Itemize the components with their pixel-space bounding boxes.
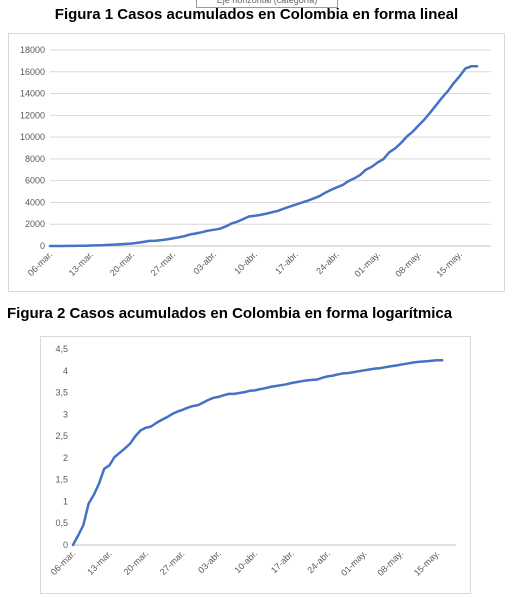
y-tick-label: 4000 [25,197,45,207]
x-tick-label: 10-abr. [233,548,260,575]
series-line[interactable] [48,65,479,248]
x-tick-label: 27-mar. [158,548,187,577]
y-tick-label: 2000 [25,219,45,229]
y-tick-label: 0,5 [55,518,68,528]
x-tick-label: 17-abr. [269,548,296,575]
x-tick-label: 08-may. [393,249,423,279]
x-tick-label: 27-mar. [149,249,178,278]
x-tick-label: 24-abr. [305,548,332,575]
chart-2-area[interactable]: 0 0,5 1 1,5 2 2,5 3 3,5 4 4,5 06-mar. 13-mar. 20-mar… [40,336,471,594]
x-tick-label: 17-abr. [273,249,300,276]
y-tick-label: 16000 [20,67,45,77]
x-tick-label: 15-may. [434,249,464,279]
y-tick-label: 3 [63,409,68,419]
x-tick-label: 03-abr. [191,249,218,276]
chart-1-area[interactable]: 0 2000 4000 6000 8000 10000 12000 14000 16000 180… [8,33,505,292]
y-tick-label: 4,5 [55,344,68,354]
x-tick-label: 03-abr. [196,548,223,575]
y-tick-label: 3,5 [55,388,68,398]
y-tick-label: 8000 [25,154,45,164]
x-tick-label: 20-mar. [108,249,137,278]
chart-2-svg: 0 0,5 1 1,5 2 2,5 3 3,5 4 4,5 06-mar. 13-mar. 20-mar… [49,344,456,578]
y-tick-label: 10000 [20,132,45,142]
figure-1-title: Figura 1 Casos acumulados en Colombia en… [54,6,459,23]
axis-tooltip: Eje horizontal (categoría) [196,0,338,8]
x-tick-label: 06-mar. [49,548,78,577]
chart-1-svg: 0 2000 4000 6000 8000 10000 12000 14000 16000 180… [20,45,491,279]
x-tick-label: 01-may. [352,249,382,279]
y-tick-label: 12000 [20,110,45,120]
x-tick-label: 15-may. [412,548,442,578]
x-tick-label: 20-mar. [122,548,151,577]
y-tick-label: 0 [40,241,45,251]
x-tick-label: 10-abr. [232,249,259,276]
x-tick-label: 01-may. [339,548,369,578]
x-tick-label: 24-abr. [314,249,341,276]
x-tick-label: 06-mar. [26,249,55,278]
y-tick-label: 1,5 [55,475,68,485]
y-tick-label: 0 [63,540,68,550]
figure-2-title: Figura 2 Casos acumulados en Colombia en… [7,305,453,322]
y-tick-label: 14000 [20,89,45,99]
y-tick-label: 2,5 [55,431,68,441]
y-tick-label: 1 [63,496,68,506]
x-tick-label: 08-may. [375,548,405,578]
series-line[interactable] [71,359,444,547]
y-tick-label: 6000 [25,176,45,186]
y-tick-label: 4 [63,366,68,376]
y-tick-label: 2 [63,453,68,463]
x-tick-label: 13-mar. [67,249,96,278]
x-tick-label: 13-mar. [85,548,114,577]
y-tick-label: 18000 [20,45,45,55]
